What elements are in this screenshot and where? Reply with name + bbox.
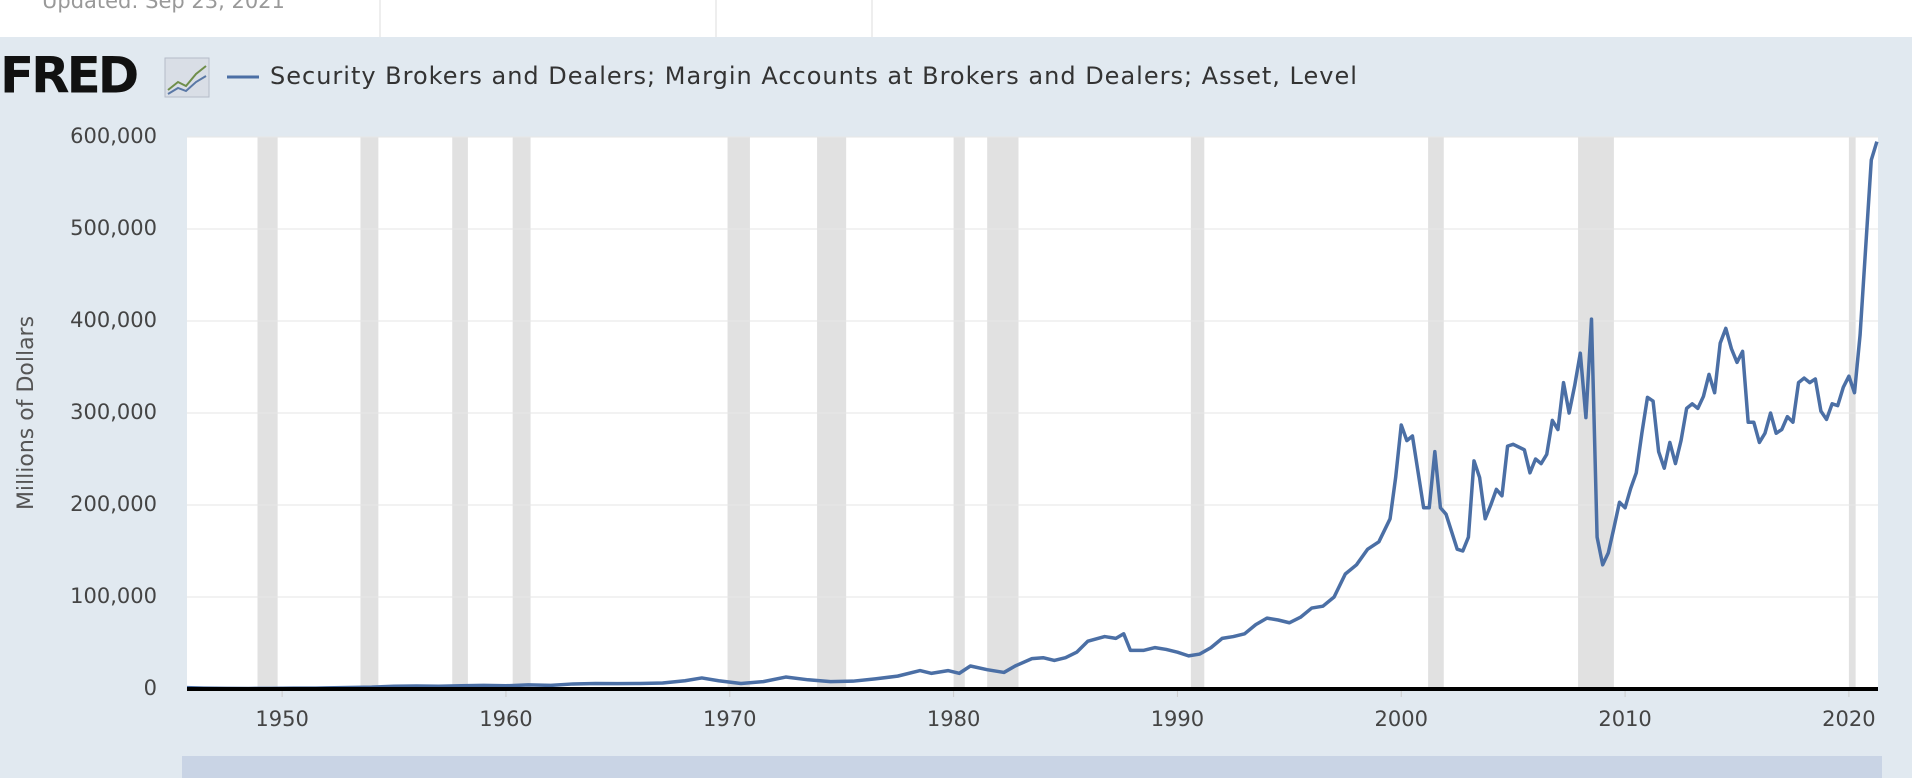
x-tick-label: 2020 bbox=[1822, 707, 1875, 731]
x-tick-label: 1990 bbox=[1151, 707, 1204, 731]
legend-label: Security Brokers and Dealers; Margin Acc… bbox=[270, 62, 1358, 90]
y-tick-label: 500,000 bbox=[70, 216, 157, 240]
logo: FRED bbox=[0, 47, 137, 105]
x-tick-label: 1950 bbox=[255, 707, 308, 731]
x-tick-label: 1960 bbox=[479, 707, 532, 731]
y-tick-label: 0 bbox=[144, 676, 157, 700]
y-tick-label: 300,000 bbox=[70, 400, 157, 424]
series-line bbox=[186, 141, 1879, 691]
y-tick-label: 600,000 bbox=[70, 124, 157, 148]
logo-icon bbox=[164, 57, 210, 98]
x-tick-label: 1980 bbox=[927, 707, 980, 731]
y-tick-label: 400,000 bbox=[70, 308, 157, 332]
y-tick-label: 200,000 bbox=[70, 492, 157, 516]
y-axis-title: Millions of Dollars bbox=[14, 316, 39, 510]
x-tick-label: 2000 bbox=[1375, 707, 1428, 731]
x-tick-label: 2010 bbox=[1598, 707, 1651, 731]
range-slider[interactable] bbox=[182, 756, 1882, 778]
updated-text: Updated: Sep 23, 2021 bbox=[42, 0, 285, 13]
y-tick-label: 100,000 bbox=[70, 584, 157, 608]
x-tick-label: 1970 bbox=[703, 707, 756, 731]
top-strip bbox=[0, 0, 1912, 37]
